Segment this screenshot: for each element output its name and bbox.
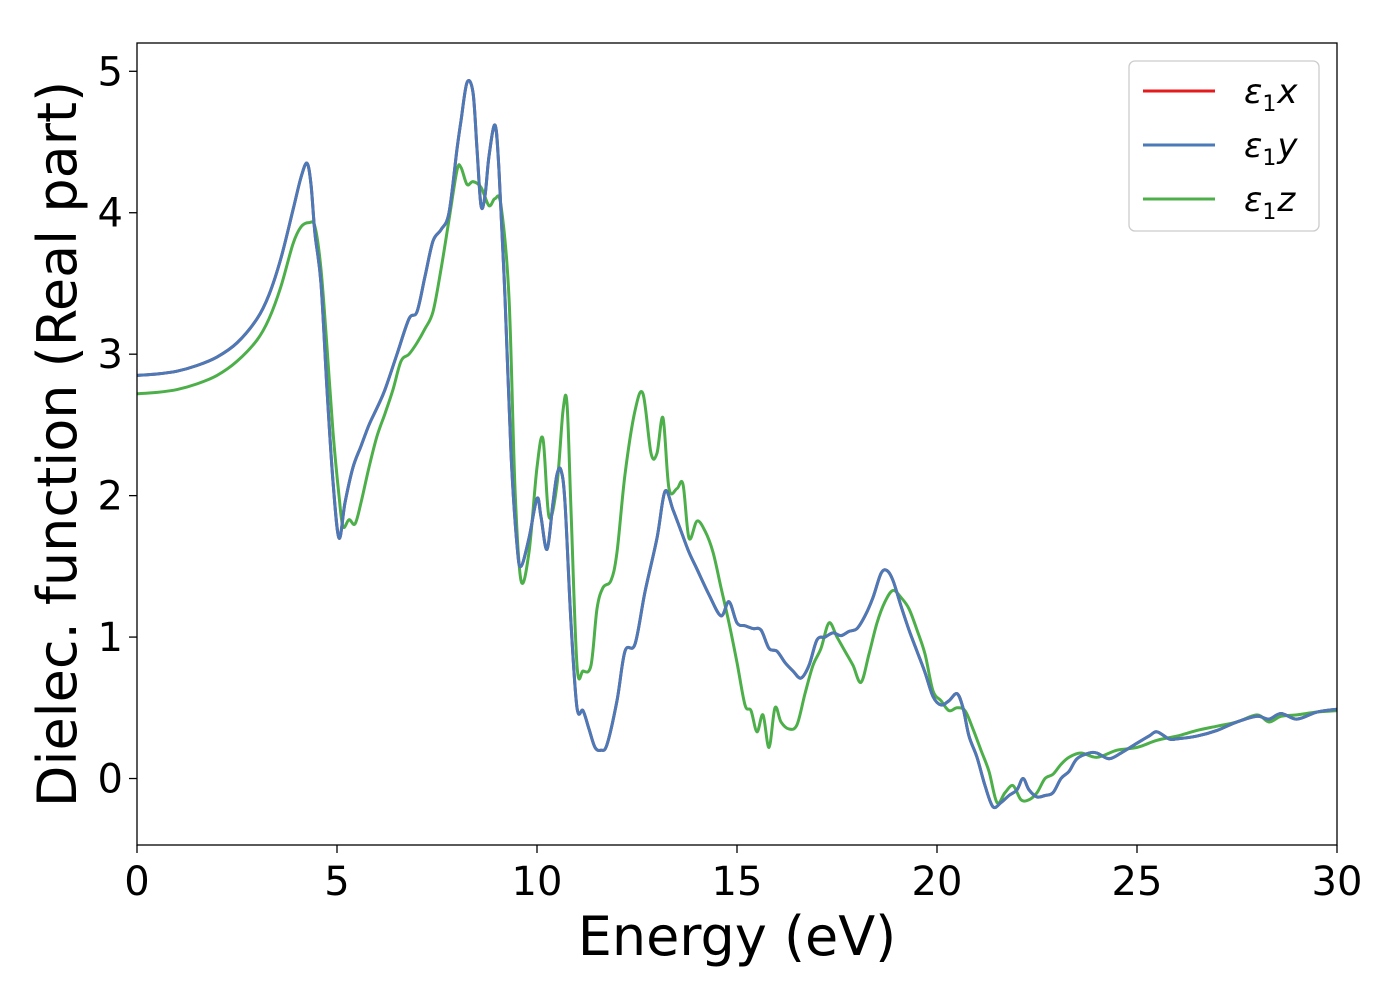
y-tick-label: 5 (98, 49, 123, 95)
legend-label-subscript: 1 (1262, 200, 1276, 225)
legend-label-symbol: ε (1244, 126, 1262, 166)
legend-label-symbol: ε (1244, 180, 1262, 220)
x-tick-label: 25 (1112, 859, 1163, 905)
x-tick-label: 10 (512, 859, 563, 905)
legend-label-symbol: ε (1244, 72, 1262, 112)
series-line-y (137, 79, 1337, 810)
legend-label-subscript: 1 (1262, 92, 1276, 117)
y-tick-label: 1 (98, 615, 123, 661)
x-axis-label: Energy (eV) (578, 905, 897, 968)
x-tick-label: 30 (1312, 859, 1363, 905)
legend-label-variable: z (1276, 180, 1296, 220)
legend-frame (1128, 60, 1320, 232)
series-line-z (137, 163, 1337, 805)
x-tick-label: 0 (124, 859, 149, 905)
x-axis-ticks: 0 5 10 15 20 25 30 (124, 845, 1362, 905)
legend-label-variable: y (1276, 126, 1298, 166)
y-tick-label: 0 (98, 757, 123, 803)
y-axis-label: Dielec. function (Real part) (26, 81, 89, 807)
legend-label-z: ε1z (1244, 180, 1296, 225)
series-layer (137, 79, 1337, 810)
legend-label-subscript: 1 (1262, 146, 1276, 171)
legend-label-x: ε1x (1244, 72, 1298, 117)
y-tick-label: 2 (98, 474, 123, 520)
y-tick-label: 4 (98, 191, 123, 237)
x-tick-label: 5 (324, 859, 349, 905)
x-tick-label: 15 (712, 859, 763, 905)
y-axis-ticks: 0 1 2 3 4 5 (98, 49, 137, 803)
y-tick-label: 3 (98, 332, 123, 378)
x-tick-label: 20 (912, 859, 963, 905)
legend-label-variable: x (1276, 72, 1298, 112)
legend-label-y: ε1y (1244, 126, 1298, 171)
